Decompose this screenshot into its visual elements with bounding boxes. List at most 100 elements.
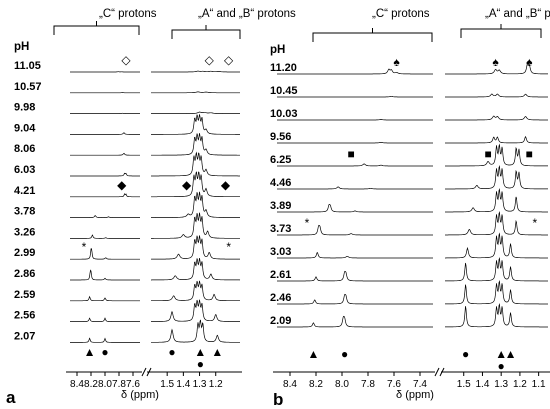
bottom-marker: ●: [168, 345, 175, 359]
ph-header: pH: [270, 44, 285, 56]
peak-annotation: ◆: [182, 178, 192, 192]
spectrum-trace: [445, 188, 548, 213]
spectrum-trace: [277, 204, 433, 213]
ph-label: 9.04: [14, 122, 36, 134]
peak-annotation: ♠: [492, 55, 499, 69]
spectrum-trace: [277, 119, 433, 121]
ph-label: 6.25: [270, 154, 291, 166]
spectrum-trace: [151, 111, 240, 114]
region-label: „C“ protons: [372, 8, 430, 20]
x-tick-label: 8.0: [335, 379, 349, 390]
ph-label: 2.86: [14, 268, 35, 280]
x-tick-label: 7.8: [361, 379, 375, 390]
bottom-marker: ▲: [84, 345, 96, 359]
spectrum-trace: [70, 317, 140, 322]
spectrum-trace: [277, 315, 433, 328]
spectrum-trace: [70, 193, 140, 198]
peak-annotation: ♠: [393, 55, 400, 69]
spectrum-trace: [445, 143, 548, 167]
region-bracket: [53, 21, 140, 35]
x-tick-label: 8.2: [309, 379, 323, 390]
ph-label: 2.59: [14, 289, 35, 301]
ph-label: 9.98: [14, 102, 35, 114]
spectrum-trace: [445, 115, 548, 121]
bottom-marker: ▲: [495, 347, 507, 361]
region-bracket: [312, 28, 433, 42]
x-tick-label: 7.6: [126, 379, 140, 390]
spectrum-trace: [445, 232, 548, 259]
x-tick-label: 1.4: [476, 379, 490, 390]
peak-annotation: ◆: [221, 178, 231, 192]
spectrum-trace: [151, 114, 240, 135]
spectrum-trace: [150, 235, 240, 260]
peak-annotation: ◇: [205, 53, 215, 67]
peak-annotation: ■: [484, 147, 491, 161]
ph-label: 3.78: [14, 206, 35, 218]
x-tick-label: 1.2: [209, 379, 223, 390]
spectrum-trace: [70, 269, 140, 281]
bottom-marker: ●: [341, 347, 348, 361]
peak-annotation: ■: [347, 147, 354, 161]
spectrum-trace: [151, 191, 240, 218]
bottom-marker: ●: [498, 359, 505, 373]
spectrum-trace: [277, 224, 433, 236]
spectrum-trace: [70, 172, 140, 177]
bottom-marker: ●: [197, 357, 204, 371]
spectrum-panel-a: pH „C“ protons „A“ and „B“ protons 11.05 10.…: [6, 8, 296, 407]
spectrum-trace: [445, 280, 548, 305]
ph-label: 2.99: [14, 247, 35, 259]
ph-label: 3.73: [270, 223, 291, 235]
ph-label: 10.57: [14, 81, 42, 93]
ph-label: 2.09: [270, 315, 291, 327]
spectrum-trace: [445, 303, 548, 328]
spectrum-trace: [277, 163, 433, 167]
region-bracket: [171, 25, 241, 39]
spectrum-trace: [70, 337, 140, 343]
x-tick-label: 1.3: [193, 379, 207, 390]
x-tick-label: 1.3: [494, 379, 508, 390]
x-tick-label: 8.4: [70, 379, 84, 390]
peak-annotation: *: [82, 240, 87, 254]
bottom-marker: ●: [101, 345, 108, 359]
spectrum-panel-b: pH „C“ protons „A“ and „B“ protons 11.20 10.…: [270, 8, 550, 409]
x-tick-label: 8.4: [283, 379, 297, 390]
x-tick-label: 1.5: [457, 379, 471, 390]
spectrum-trace: [70, 132, 140, 135]
ph-label: 11.05: [14, 60, 41, 72]
peak-annotation: ◆: [117, 178, 127, 192]
ph-label: 11.20: [270, 62, 297, 74]
ph-label: 9.56: [270, 131, 291, 143]
region-label: „A“ and „B“ protons: [198, 8, 296, 20]
panel-label: a: [6, 388, 16, 407]
spectrum-trace: [277, 270, 433, 282]
ph-label: 4.46: [270, 177, 291, 189]
ph-label: 2.56: [14, 310, 35, 322]
bottom-marker: ▲: [211, 345, 223, 359]
ph-header: pH: [14, 41, 29, 53]
x-tick-label: 8.0: [98, 379, 112, 390]
spectrum-trace: [151, 212, 240, 239]
peak-annotation: ■: [526, 147, 533, 161]
ph-label: 2.07: [14, 330, 35, 342]
spectrum-trace: [70, 215, 140, 218]
spectrum-trace: [70, 295, 140, 302]
spectrum-trace: [151, 299, 240, 322]
peak-annotation: ◇: [224, 53, 234, 67]
peak-annotation: ♠: [526, 55, 533, 69]
ph-label: 3.89: [270, 200, 291, 212]
spectrum-trace: [277, 186, 433, 190]
bottom-marker: ▲: [307, 347, 319, 361]
ph-label: 10.45: [270, 85, 298, 97]
spectrum-trace: [277, 141, 433, 144]
spectrum-trace: [445, 211, 548, 236]
spectrum-trace: [151, 280, 240, 302]
ph-label: 10.03: [270, 108, 298, 120]
spectrum-trace: [445, 135, 548, 144]
bottom-marker: ▲: [505, 347, 517, 361]
spectrum-trace: [445, 93, 548, 98]
panel-label: b: [273, 390, 283, 409]
ph-label: 2.46: [270, 292, 291, 304]
spectrum-trace: [70, 234, 140, 239]
spectrum-trace: [151, 133, 240, 156]
